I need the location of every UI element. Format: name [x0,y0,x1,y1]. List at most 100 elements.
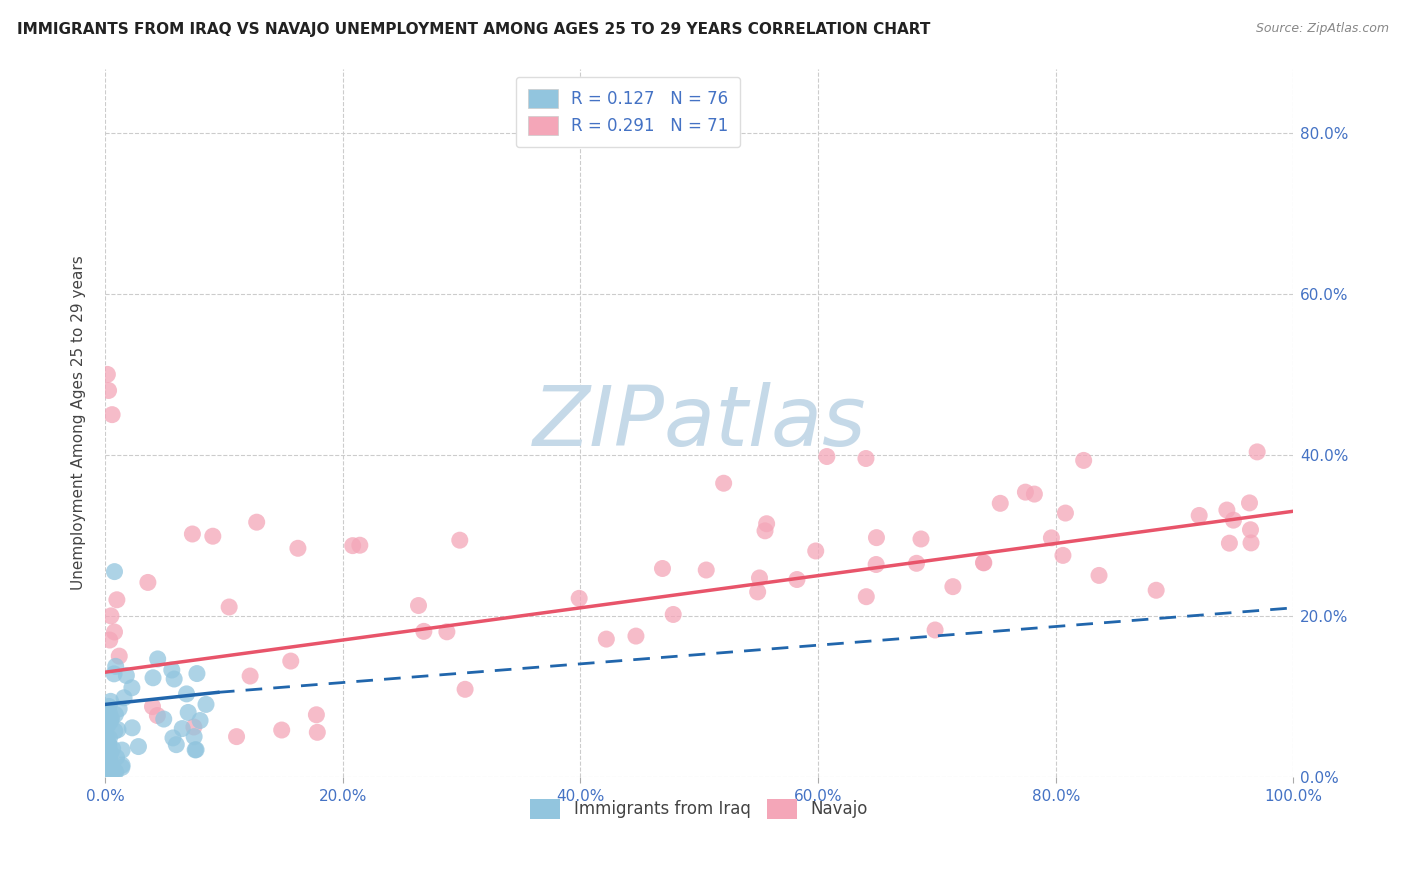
Point [1073,453,1095,467]
Point [97,699,120,714]
Text: IMMIGRANTS FROM IRAQ VS NAVAJO UNEMPLOYMENT AMONG AGES 25 TO 29 YEARS CORRELATIO: IMMIGRANTS FROM IRAQ VS NAVAJO UNEMPLOYM… [17,22,931,37]
Point [186,666,208,681]
Point [695,563,717,577]
Point [98,756,121,771]
Point [1052,549,1074,563]
Point [100,711,122,725]
Point [98,714,121,729]
Point [127,739,149,754]
Point [103,666,125,681]
Point [815,450,838,464]
Point [307,725,329,739]
Point [98,706,121,720]
Point [98,749,121,764]
Point [855,590,877,604]
Point [94,715,117,730]
Point [104,707,127,722]
Point [105,592,128,607]
Point [152,712,174,726]
Point [94,747,117,761]
Point [101,763,124,777]
Point [184,743,207,757]
Point [177,706,200,720]
Point [454,682,477,697]
Point [100,694,122,708]
Point [141,699,163,714]
Point [107,723,129,737]
Point [246,515,269,529]
Point [342,539,364,553]
Point [449,533,471,548]
Point [747,585,769,599]
Point [280,654,302,668]
Point [183,720,205,734]
Point [108,702,131,716]
Point [942,580,965,594]
Point [972,556,994,570]
Point [96,712,118,726]
Point [100,758,122,772]
Point [713,476,735,491]
Point [988,496,1011,510]
Point [146,652,169,666]
Point [924,623,946,637]
Point [100,608,122,623]
Point [111,743,134,757]
Point [436,624,458,639]
Point [1218,536,1240,550]
Point [96,747,118,762]
Point [111,760,134,774]
Point [855,451,877,466]
Point [96,731,118,745]
Point [98,747,121,762]
Point [270,723,292,737]
Point [104,724,127,739]
Point [97,737,120,751]
Point [96,767,118,781]
Point [1040,531,1063,545]
Point [412,624,434,639]
Point [98,715,121,730]
Point [973,556,995,570]
Point [94,755,117,769]
Point [103,565,125,579]
Point [98,764,121,779]
Point [748,571,770,585]
Point [786,573,808,587]
Point [1144,583,1167,598]
Point [103,624,125,639]
Point [162,731,184,745]
Point [195,698,218,712]
Point [568,591,591,606]
Point [98,754,121,768]
Point [98,633,121,648]
Point [96,750,118,764]
Point [105,750,128,764]
Point [94,729,117,743]
Point [905,557,928,571]
Point [1014,485,1036,500]
Point [136,575,159,590]
Point [184,743,207,757]
Point [101,764,124,778]
Point [97,768,120,782]
Point [96,756,118,770]
Point [104,764,127,779]
Point [754,524,776,538]
Point [1188,508,1211,523]
Point [1216,503,1239,517]
Text: Source: ZipAtlas.com: Source: ZipAtlas.com [1256,22,1389,36]
Legend: Immigrants from Iraq, Navajo: Immigrants from Iraq, Navajo [523,793,875,825]
Point [163,672,186,686]
Point [112,690,135,705]
Point [97,739,120,753]
Point [1088,568,1111,582]
Point [865,558,887,572]
Point [108,649,131,664]
Point [97,748,120,763]
Point [96,368,118,382]
Point [121,681,143,695]
Point [1054,506,1077,520]
Point [201,529,224,543]
Point [408,599,430,613]
